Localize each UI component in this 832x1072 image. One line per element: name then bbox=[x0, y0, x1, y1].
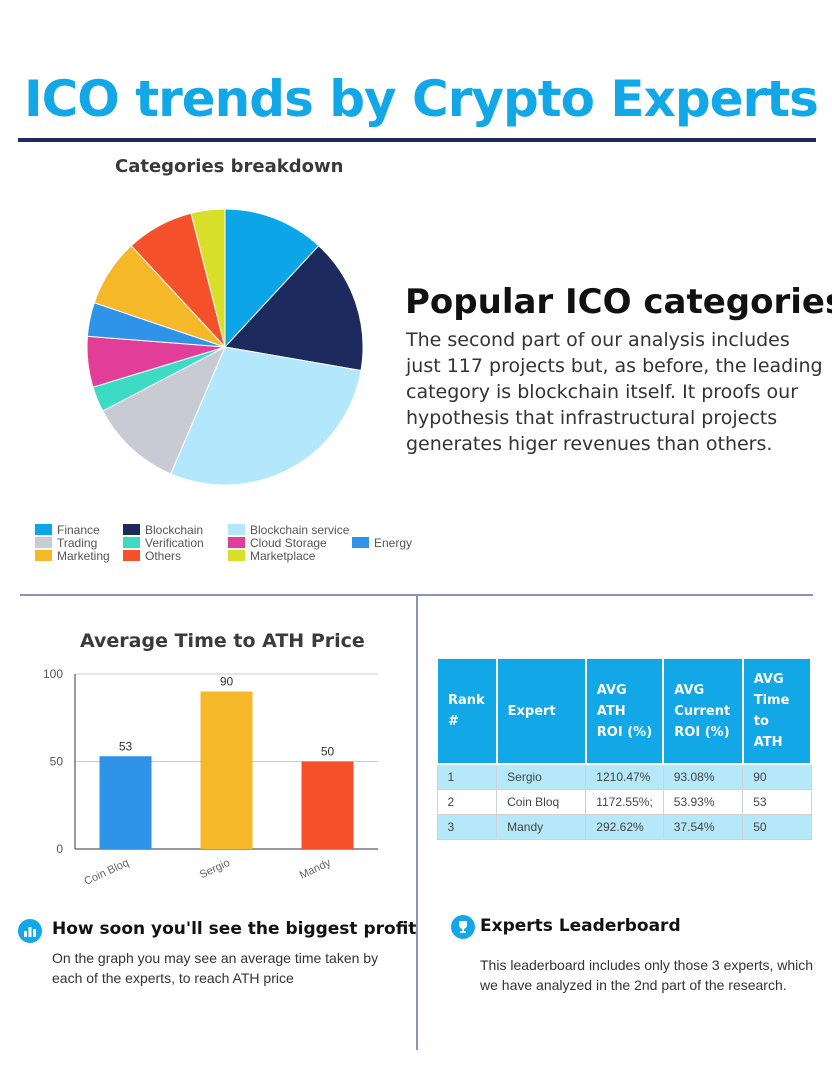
trophy-icon bbox=[451, 915, 475, 939]
legend-swatch bbox=[352, 537, 369, 548]
legend-label: Blockchain bbox=[145, 522, 204, 537]
leaderboard-table-wrapper: Rank # Expert AVG ATH ROI (%) AVG Curren… bbox=[436, 657, 813, 840]
header-rank: Rank # bbox=[436, 657, 498, 765]
table-cell-current-roi: 37.54% bbox=[662, 814, 744, 840]
legend-label: Finance bbox=[57, 522, 100, 537]
profit-section-text: On the graph you may see an average time… bbox=[52, 950, 379, 986]
profit-section-heading: How soon you'll see the biggest profit bbox=[52, 919, 417, 939]
legend-item-blockchain-service: Blockchain service bbox=[228, 523, 349, 536]
pie-slice-blockchain bbox=[224, 244, 364, 372]
table-cell-expert: Sergio bbox=[496, 763, 587, 790]
table-row: 1 Sergio 1210.47% 93.08% 90 bbox=[436, 763, 812, 790]
legend-label: Marketplace bbox=[250, 548, 316, 563]
table-cell-ath-roi: 292.62% bbox=[585, 814, 664, 840]
legend-swatch bbox=[35, 524, 52, 535]
legend-swatch bbox=[228, 537, 245, 548]
legend-swatch bbox=[35, 537, 52, 548]
bar-chart-title: Average Time to ATH Price bbox=[80, 630, 365, 652]
table-cell-current-roi: 93.08% bbox=[662, 763, 744, 790]
table-cell-time-to-ath: 50 bbox=[742, 814, 812, 840]
y-tick-label: 0 bbox=[56, 842, 63, 856]
pie-legend: Finance Blockchain Blockchain service Tradi… bbox=[35, 523, 435, 565]
legend-swatch bbox=[123, 537, 140, 548]
x-tick-label: Coin Bloq bbox=[82, 857, 130, 888]
legend-item-blockchain: Blockchain bbox=[123, 523, 203, 536]
legend-swatch bbox=[35, 550, 52, 561]
table-row: 3 Mandy 292.62% 37.54% 50 bbox=[436, 814, 812, 840]
legend-label: Others bbox=[145, 548, 182, 563]
legend-item-cloud-storage: Cloud Storage bbox=[228, 536, 327, 549]
legend-label: Trading bbox=[57, 535, 98, 550]
leaderboard-section-text: This leaderboard includes only those 3 e… bbox=[480, 957, 814, 993]
table-cell-expert: Mandy bbox=[496, 814, 587, 840]
header-avg-time-to-ath: AVG Time to ATH bbox=[741, 657, 813, 765]
legend-item-finance: Finance bbox=[35, 523, 100, 536]
pie-chart-title: Categories breakdown bbox=[115, 156, 344, 177]
header-expert: Expert bbox=[495, 657, 587, 765]
bar-chart: 0 50 100 53 Coin Bloq 90 Sergio 50 Mandy bbox=[43, 667, 378, 888]
y-tick-label: 50 bbox=[50, 755, 64, 769]
table-cell-expert: Coin Bloq bbox=[496, 789, 587, 815]
pie-slice-blockchain-service bbox=[170, 346, 362, 486]
page-title: ICO trends by Crypto Experts bbox=[24, 70, 819, 128]
leaderboard-table: Rank # Expert AVG ATH ROI (%) AVG Curren… bbox=[436, 657, 813, 840]
table-row: 2 Coin Bloq 1172.55%; 53.93% 53 bbox=[436, 789, 812, 815]
x-tick-label: Mandy bbox=[298, 857, 333, 882]
legend-item-verification: Verification bbox=[123, 536, 204, 549]
header-avg-ath-roi: AVG ATH ROI (%) bbox=[584, 657, 665, 765]
legend-label: Marketing bbox=[57, 548, 110, 563]
table-cell-rank: 2 bbox=[436, 789, 498, 815]
table-cell-time-to-ath: 53 bbox=[742, 789, 812, 815]
bar-sergio bbox=[200, 691, 253, 849]
legend-label: Verification bbox=[145, 535, 204, 550]
legend-swatch bbox=[228, 550, 245, 561]
title-rule bbox=[18, 138, 816, 142]
legend-label: Energy bbox=[374, 535, 413, 550]
pie-slice-marketplace bbox=[190, 208, 226, 348]
legend-item-marketplace: Marketplace bbox=[228, 549, 315, 562]
categories-description: The second part of our analysis includes… bbox=[406, 329, 823, 455]
table-header-row: Rank # Expert AVG ATH ROI (%) AVG Curren… bbox=[436, 657, 813, 765]
legend-swatch bbox=[123, 550, 140, 561]
legend-swatch bbox=[228, 524, 245, 535]
legend-item-marketing: Marketing bbox=[35, 549, 110, 562]
table-cell-ath-roi: 1210.47% bbox=[585, 763, 664, 790]
pie-slice-trading bbox=[102, 345, 227, 475]
y-tick-label: 100 bbox=[43, 667, 63, 681]
categories-heading: Popular ICO categories bbox=[405, 282, 832, 322]
legend-label: Cloud Storage bbox=[250, 535, 327, 550]
header-avg-current-roi: AVG Current ROI (%) bbox=[662, 657, 744, 765]
table-cell-ath-roi: 1172.55%; bbox=[585, 789, 664, 815]
bar-coin-bloq bbox=[99, 756, 152, 849]
table-cell-rank: 3 bbox=[436, 814, 498, 840]
legend-swatch bbox=[123, 524, 140, 535]
pie-slice-finance bbox=[224, 208, 320, 349]
table-cell-current-roi: 53.93% bbox=[662, 789, 744, 815]
legend-label: Blockchain service bbox=[250, 522, 350, 537]
x-tick-label: Sergio bbox=[198, 857, 232, 881]
legend-item-trading: Trading bbox=[35, 536, 97, 549]
section-divider-horizontal bbox=[20, 594, 813, 596]
bar-data-label: 53 bbox=[119, 739, 133, 753]
section-divider-vertical bbox=[416, 596, 418, 1050]
legend-item-energy: Energy bbox=[352, 536, 412, 549]
bar-data-label: 50 bbox=[321, 745, 335, 759]
table-cell-rank: 1 bbox=[436, 763, 498, 790]
bar-data-label: 90 bbox=[220, 675, 234, 689]
bar-chart-icon bbox=[18, 919, 42, 943]
table-cell-time-to-ath: 90 bbox=[742, 763, 812, 790]
bar-mandy bbox=[301, 761, 354, 849]
leaderboard-section-heading: Experts Leaderboard bbox=[480, 916, 681, 936]
legend-item-others: Others bbox=[123, 549, 181, 562]
pie-chart bbox=[86, 208, 364, 486]
